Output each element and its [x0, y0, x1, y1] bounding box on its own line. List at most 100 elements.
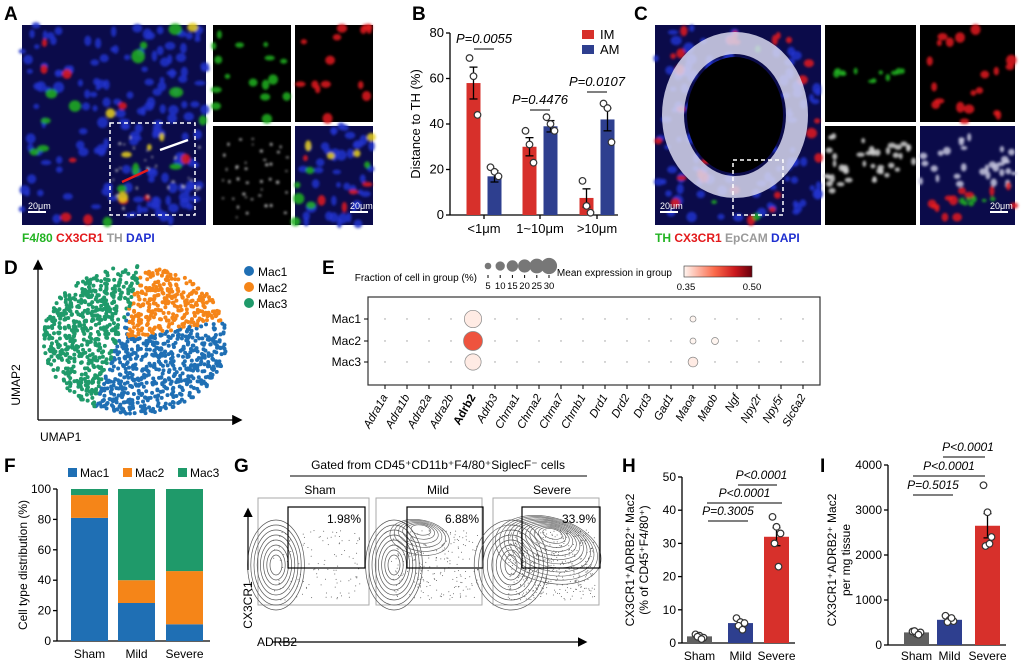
panel-a-f480-inset-background: [213, 25, 291, 122]
panel-label-b: B: [412, 4, 426, 25]
cell-signal: [964, 191, 975, 199]
umap-point-mac1: [206, 335, 211, 340]
cell-signal: [670, 53, 677, 60]
umap-point-mac2: [171, 300, 176, 305]
event-dot: [593, 537, 595, 539]
cell-signal: [816, 190, 822, 200]
umap-point-mac3: [97, 355, 102, 360]
umap-point-mac3: [95, 316, 100, 321]
umap-point-mac3: [52, 358, 57, 363]
umap-point-mac3: [46, 357, 51, 362]
umap-point-mac2: [132, 308, 137, 313]
event-dot: [454, 534, 456, 536]
panel-i-y-tick-label: 0: [875, 638, 882, 652]
event-dot: [566, 591, 568, 593]
event-dot: [330, 536, 332, 538]
event-dot: [592, 596, 594, 598]
panel-label-c: C: [634, 4, 648, 25]
cell-signal: [833, 70, 840, 78]
umap-point-mac3: [66, 373, 71, 378]
legend-swatch-mac1: [68, 468, 77, 477]
event-dot: [513, 581, 515, 583]
cell-signal: [963, 104, 975, 114]
umap-point-mac1: [159, 375, 164, 380]
umap-point-mac2: [196, 318, 201, 323]
p-value-label: P<0.0001: [942, 440, 994, 454]
event-dot: [583, 580, 585, 582]
event-dot: [585, 587, 587, 589]
contour-line: [374, 534, 414, 596]
event-dot: [580, 545, 582, 547]
cell-signal: [147, 195, 150, 198]
umap-point-mac1: [144, 352, 149, 357]
event-dot: [553, 564, 555, 566]
cell-signal: [194, 180, 204, 190]
event-dot: [514, 562, 516, 564]
umap-point-mac3: [83, 325, 88, 330]
umap-point-mac3: [127, 304, 132, 309]
umap-point-mac3: [114, 304, 119, 309]
umap-point-mac2: [150, 309, 155, 314]
event-dot: [454, 570, 456, 572]
legend-label-mac1: Mac1: [80, 466, 110, 480]
event-dot: [460, 575, 462, 577]
cell-signal: [935, 174, 940, 183]
data-point: [546, 120, 555, 128]
event-dot: [469, 576, 471, 578]
umap-point-mac3: [80, 311, 85, 316]
data-point: [473, 110, 482, 119]
contour-line: [533, 525, 570, 548]
event-dot: [396, 596, 398, 598]
umap-point-mac1: [122, 381, 127, 386]
event-dot: [396, 547, 398, 549]
umap-point-mac3: [92, 400, 97, 405]
event-dot: [585, 529, 587, 531]
cell-signal: [773, 191, 782, 199]
umap-point-mac3: [108, 315, 113, 320]
cell-signal: [862, 160, 867, 167]
contour-line: [389, 519, 450, 556]
umap-point-mac1: [219, 352, 224, 357]
umap-point-mac1: [117, 350, 122, 355]
umap-point-mac2: [152, 296, 157, 301]
umap-point-mac1: [102, 382, 107, 387]
legend-label-im: IM: [600, 27, 614, 42]
event-dot: [340, 530, 342, 532]
cell-signal: [269, 203, 273, 208]
event-dot: [588, 589, 590, 591]
umap-point-mac3: [51, 331, 56, 336]
umap-point-mac2: [144, 285, 149, 290]
cell-signal: [885, 73, 891, 82]
cell-signal: [18, 206, 26, 213]
umap-point-mac3: [88, 326, 93, 331]
event-dot: [585, 561, 587, 563]
umap-point-mac1: [170, 355, 175, 360]
umap-point-mac3: [93, 276, 98, 281]
umap-point-mac3: [63, 342, 68, 347]
umap-point-mac2: [139, 289, 144, 294]
umap-point-mac2: [201, 301, 206, 306]
umap-point-mac3: [79, 372, 84, 377]
event-dot: [325, 592, 327, 594]
umap-point-mac3: [49, 354, 54, 359]
event-dot: [324, 559, 326, 561]
event-dot: [556, 534, 558, 536]
event-dot: [472, 541, 474, 543]
cell-signal: [941, 212, 949, 222]
umap-point-mac2: [164, 318, 169, 323]
event-dot: [452, 593, 454, 595]
umap-point-mac1: [198, 362, 203, 367]
cell-signal: [54, 26, 63, 36]
event-dot: [545, 546, 547, 548]
cell-signal: [937, 150, 944, 156]
umap-point-mac3: [84, 319, 89, 324]
cell-signal: [94, 37, 102, 49]
umap-point-mac1: [148, 363, 153, 368]
event-dot: [535, 542, 537, 544]
event-dot: [532, 590, 534, 592]
color-legend-gradient: [683, 265, 753, 278]
cell-signal: [102, 216, 113, 228]
event-dot: [435, 556, 437, 558]
umap-point-mac3: [85, 310, 90, 315]
event-dot: [440, 571, 442, 573]
